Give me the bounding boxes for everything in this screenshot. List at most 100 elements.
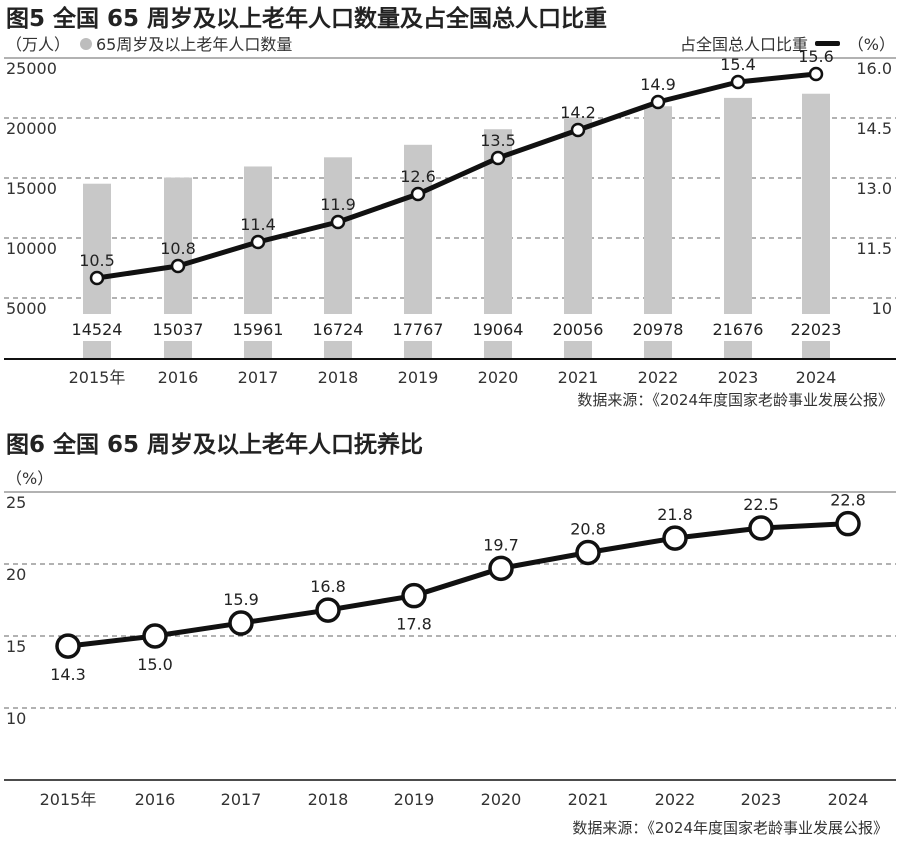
bar (564, 117, 592, 314)
bar-base (83, 341, 111, 358)
line-value-label: 14.3 (50, 665, 86, 684)
x-tick-label: 2019 (394, 790, 435, 809)
chart2-title: 图6 全国 65 周岁及以上老年人口抚养比 (6, 431, 423, 458)
line-point (570, 122, 586, 138)
line-value-label: 13.5 (480, 131, 516, 150)
left-tick-label: 10000 (6, 239, 57, 258)
y-tick-label: 25 (6, 493, 26, 512)
ratio-line (96, 71, 817, 281)
right-tick-label: 10 (872, 299, 892, 318)
line-value-label: 17.8 (396, 615, 432, 634)
line-point (488, 555, 514, 582)
x-tick-label: 2016 (158, 368, 199, 387)
line-point (89, 270, 105, 286)
line-point (410, 186, 426, 202)
line-value-label: 19.7 (483, 535, 519, 554)
x-tick-label: 2023 (718, 368, 759, 387)
right-tick-label: 14.5 (856, 119, 892, 138)
bar-value-label: 20978 (633, 320, 684, 339)
line-value-label: 22.5 (743, 495, 779, 514)
line-point (490, 150, 506, 166)
line-point (835, 510, 861, 537)
bar-base (404, 341, 432, 358)
left-tick-label: 25000 (6, 59, 57, 78)
x-tick-label: 2017 (238, 368, 279, 387)
line-value-label: 10.5 (79, 251, 115, 270)
bar-value-label: 16724 (313, 320, 364, 339)
line-value-label: 14.9 (640, 75, 676, 94)
x-tick-label: 2018 (308, 790, 349, 809)
right-tick-label: 11.5 (856, 239, 892, 258)
line-value-label: 15.9 (223, 590, 259, 609)
bar-base (724, 341, 752, 358)
chart1-left-unit: （万人） (6, 35, 70, 54)
line-point (748, 515, 774, 541)
bar (802, 93, 830, 314)
line-value-label: 22.8 (830, 491, 866, 510)
line-value-label: 10.8 (160, 239, 196, 258)
line-point (228, 610, 254, 636)
bar-value-label: 22023 (791, 320, 842, 339)
dependency-line (67, 521, 849, 649)
chart1-source: 数据来源：《2024年度国家老龄事业发展公报》 (577, 391, 893, 409)
line-legend-label: 占全国总人口比重 (680, 35, 808, 54)
x-tick-label: 2020 (481, 790, 522, 809)
bar (404, 144, 432, 314)
bar-legend-icon (80, 38, 92, 50)
bar-base (644, 341, 672, 358)
x-tick-label: 2021 (568, 790, 609, 809)
bar (324, 157, 352, 314)
bar (164, 177, 192, 314)
bar-value-label: 14524 (72, 320, 123, 339)
line-point (401, 582, 427, 609)
line-point (142, 623, 168, 649)
bar-value-label: 21676 (713, 320, 764, 339)
y-tick-label: 15 (6, 637, 26, 656)
line-value-label: 15.0 (137, 655, 173, 674)
x-tick-label: 2022 (638, 368, 679, 387)
bar-legend-label: 65周岁及以上老年人口数量 (96, 35, 292, 54)
line-point (330, 214, 346, 230)
line-value-label: 21.8 (657, 505, 693, 524)
right-tick-label: 13.0 (856, 179, 892, 198)
line-value-label: 15.6 (798, 47, 834, 66)
x-tick-label: 2024 (828, 790, 869, 809)
bar (724, 97, 752, 314)
line-point (662, 525, 688, 551)
line-value-label: 15.4 (720, 55, 756, 74)
bar-value-label: 15961 (233, 320, 284, 339)
bar-value-label: 15037 (153, 320, 204, 339)
y-tick-label: 20 (6, 565, 26, 584)
line-value-label: 11.4 (240, 215, 276, 234)
bar-value-label: 19064 (473, 320, 524, 339)
x-tick-label: 2020 (478, 368, 519, 387)
line-value-label: 16.8 (310, 577, 346, 596)
line-point (730, 74, 746, 90)
x-tick-label: 2023 (741, 790, 782, 809)
line-value-label: 12.6 (400, 167, 436, 186)
x-tick-label: 2016 (135, 790, 176, 809)
bar-base (164, 341, 192, 358)
left-tick-label: 15000 (6, 179, 57, 198)
bar-base (244, 341, 272, 358)
line-legend-icon (815, 41, 840, 46)
line-point (170, 258, 186, 274)
bar-base (802, 341, 830, 358)
line-point (250, 234, 266, 250)
bar-base (564, 341, 592, 358)
x-tick-label: 2021 (558, 368, 599, 387)
x-tick-label: 2024 (796, 368, 837, 387)
x-tick-label: 2018 (318, 368, 359, 387)
bar (644, 106, 672, 314)
left-tick-label: 5000 (6, 299, 47, 318)
chart2-unit: （%） (6, 469, 53, 488)
bar-value-label: 20056 (553, 320, 604, 339)
chart2-source: 数据来源：《2024年度国家老龄事业发展公报》 (572, 819, 888, 837)
x-tick-label: 2019 (398, 368, 439, 387)
x-tick-label: 2022 (655, 790, 696, 809)
line-value-label: 20.8 (570, 519, 606, 538)
bar (83, 183, 111, 314)
right-tick-label: 16.0 (856, 59, 892, 78)
line-value-label: 11.9 (320, 195, 356, 214)
